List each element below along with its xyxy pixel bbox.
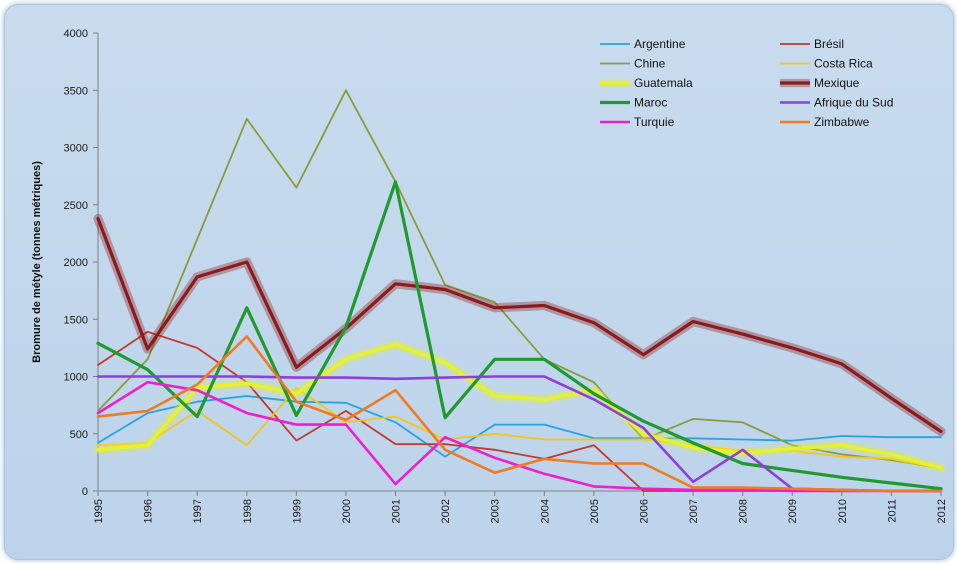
legend-label-afrique-du-sud: Afrique du Sud [814,96,893,110]
y-tick-label: 1500 [64,314,88,326]
x-tick-label: 2005 [589,499,601,523]
series-line-mexique [96,216,943,434]
series-lines [93,89,946,493]
y-tick-label: 0 [82,486,88,498]
x-tick-label: 2006 [638,499,650,523]
x-tick-label: 2011 [886,499,898,523]
x-tick-label: 2002 [440,499,452,523]
legend-label-mexique: Mexique [814,76,860,90]
series-line-maroc [96,180,943,491]
x-tick-label: 2012 [936,499,948,523]
axes: 0 500 1000 1500 2000 2500 3000 3500 4000 1995 1996… [64,28,948,523]
y-tick-label: 1000 [64,372,88,384]
x-tick-label: 2004 [539,499,551,523]
series-line-zimbabwe [96,335,943,493]
legend-label-guatemala: Guatemala [634,76,693,90]
y-tick-label: 2500 [64,200,88,212]
legend-label-argentine: Argentine [634,37,686,51]
x-tick-label: 2008 [738,499,750,523]
series-line-guatemala [96,342,943,470]
x-tick-label: 1998 [242,499,254,523]
y-tick-label: 3500 [64,85,88,97]
legend-label-costa-rica: Costa Rica [814,57,873,71]
x-tick-label: 2001 [391,499,403,523]
x-tick-label: 2009 [787,499,799,523]
y-tick-label: 3000 [64,143,88,155]
legend-label-chine: Chine [634,57,666,71]
y-tick-label: 2000 [64,257,88,269]
x-tick-label: 1995 [93,499,105,523]
chart-frame [4,4,954,560]
x-tick-label: 1997 [192,499,204,523]
legend-label-zimbabwe: Zimbabwe [814,115,870,129]
legend: Argentine Brésil Chine Costa Rica Guatemala M… [600,37,893,129]
x-tick-label: 2000 [341,499,353,523]
legend-label-turquie: Turquie [634,115,675,129]
y-axis-label: Bromure de métyle (tonnes métriques) [31,161,43,363]
x-tick-label: 2003 [490,499,502,523]
x-tick-label: 1999 [291,499,303,523]
series-glow-guatemala [93,339,946,473]
x-tick-label: 2007 [688,499,700,523]
y-tick-label: 4000 [64,28,88,40]
y-tick-label: 500 [70,429,88,441]
legend-label-bresil: Brésil [814,37,844,51]
series-line-chine [97,89,942,470]
legend-label-maroc: Maroc [634,96,667,110]
x-tick-label: 2010 [837,499,849,523]
x-tick-label: 1996 [143,499,155,523]
series-line-argentine [97,395,942,458]
series-line-costa-rica [97,386,942,470]
